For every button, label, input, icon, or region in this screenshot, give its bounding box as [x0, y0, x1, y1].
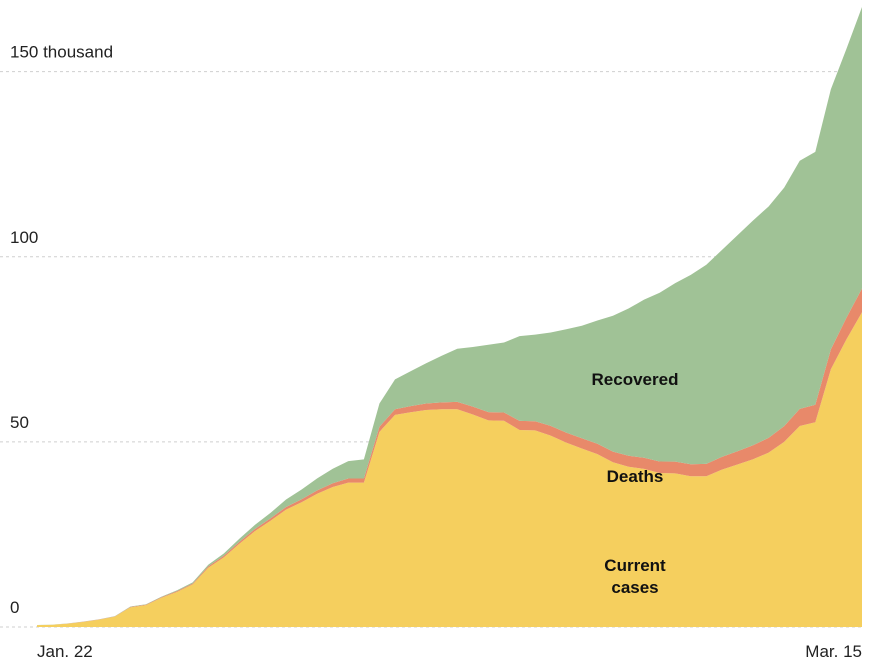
y-tick-label: 100 — [10, 228, 38, 247]
x-tick-label: Jan. 22 — [37, 642, 93, 661]
y-tick-label: 50 — [10, 413, 29, 432]
labels: 0 50 100 150 thousand Jan. 22 Mar. 15 — [10, 43, 862, 661]
x-tick-label: Mar. 15 — [805, 642, 862, 661]
series-label: Deaths — [606, 467, 664, 486]
y-tick-label: 150 thousand — [10, 43, 113, 62]
y-tick-label: 0 — [10, 598, 19, 617]
area — [37, 312, 862, 627]
area — [37, 6, 862, 626]
series-label: Recovered — [591, 370, 679, 389]
series-label: Current cases — [604, 556, 666, 597]
areas — [37, 6, 862, 627]
